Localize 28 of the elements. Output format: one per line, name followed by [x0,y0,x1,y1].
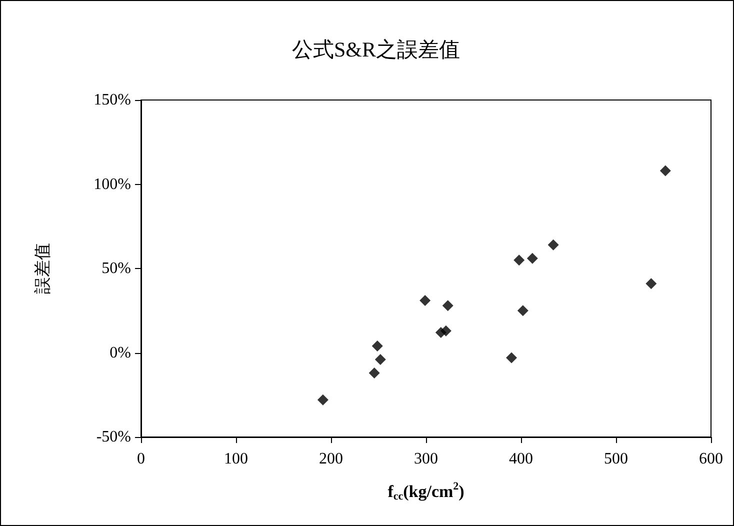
point [526,252,538,264]
chart-title: 公式S&R之誤差值 [292,38,460,62]
point [442,300,454,312]
point [506,352,517,364]
point [440,325,452,336]
point [548,239,559,250]
point [374,354,386,365]
point [420,295,431,306]
y-tick-label: 150% [94,92,131,108]
point [514,254,525,266]
y-axis-title: 誤差值 [33,243,52,294]
x-tick-label: 200 [319,450,343,468]
y-tick-label: 50% [102,260,131,277]
x-tick-label: 300 [414,450,438,468]
point [372,340,383,352]
y-tick-label: 100% [94,176,131,193]
x-tick-label: 600 [699,450,723,468]
y-tick-label: 0% [110,344,131,362]
x-tick-label: 500 [604,450,628,468]
y-tick-label: -50% [96,428,131,446]
x-tick-label: 100 [224,450,248,468]
point [517,305,528,316]
point [317,394,328,406]
point [660,165,671,176]
point [368,367,380,378]
point [646,278,657,290]
x-tick-label: 0 [137,450,145,468]
x-tick-label: 400 [509,450,533,468]
